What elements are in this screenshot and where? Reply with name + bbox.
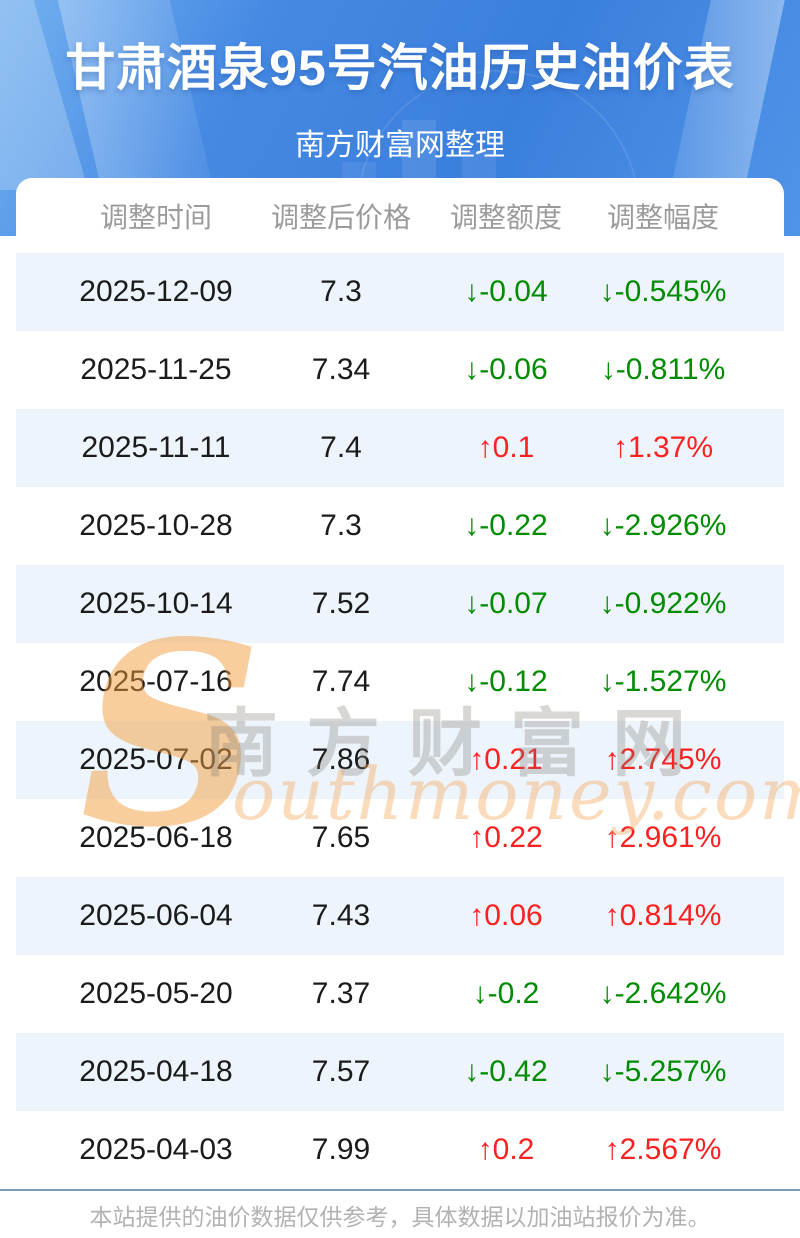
cell-percent: ↓-1.527%	[599, 665, 727, 698]
cell-price: 7.3	[320, 509, 362, 542]
cell-date: 2025-07-02	[79, 743, 233, 776]
cell-percent: ↑2.961%	[604, 821, 722, 854]
cell-change: ↑0.22	[469, 821, 543, 854]
cell-percent: ↑2.567%	[604, 1133, 722, 1166]
cell-price: 7.65	[311, 821, 371, 854]
table-row: 2025-06-18 7.65 ↑0.22 ↑2.961%	[16, 799, 784, 877]
cell-price: 7.57	[311, 1055, 371, 1088]
cell-price: 7.4	[320, 431, 362, 464]
table-row: 2025-07-02 7.86 ↑0.21 ↑2.745%	[16, 721, 784, 799]
cell-change: ↓-0.07	[464, 587, 548, 620]
table-row: 2025-07-16 7.74 ↓-0.12 ↓-1.527%	[16, 643, 784, 721]
cell-percent: ↑0.814%	[604, 899, 722, 932]
cell-price: 7.43	[311, 899, 371, 932]
cell-percent: ↓-2.926%	[599, 509, 727, 542]
cell-price: 7.3	[320, 275, 362, 308]
cell-date: 2025-06-04	[79, 899, 233, 932]
cell-date: 2025-11-25	[80, 353, 232, 386]
cell-change: ↓-0.06	[464, 353, 548, 386]
cell-change: ↑0.1	[477, 431, 535, 464]
table-header-row: 调整时间 调整后价格 调整额度 调整幅度	[16, 178, 784, 253]
table-row: 2025-11-11 7.4 ↑0.1 ↑1.37%	[16, 409, 784, 487]
cell-change: ↓-0.2	[472, 977, 540, 1010]
column-header-adjust-amount: 调整额度	[449, 201, 562, 233]
column-header-adjust-time: 调整时间	[99, 201, 212, 233]
cell-date: 2025-04-03	[79, 1133, 233, 1166]
cell-date: 2025-06-18	[79, 821, 233, 854]
cell-change: ↑0.2	[477, 1133, 535, 1166]
table-row: 2025-04-18 7.57 ↓-0.42 ↓-5.257%	[16, 1033, 784, 1111]
cell-price: 7.52	[311, 587, 371, 620]
cell-date: 2025-05-20	[79, 977, 233, 1010]
cell-change: ↓-0.04	[464, 275, 548, 308]
cell-change: ↑0.21	[469, 743, 543, 776]
cell-percent: ↓-5.257%	[599, 1055, 727, 1088]
table-row: 2025-11-25 7.34 ↓-0.06 ↓-0.811%	[16, 331, 784, 409]
cell-price: 7.34	[311, 353, 371, 386]
cell-percent: ↓-2.642%	[599, 977, 727, 1010]
footer-note: 本站提供的油价数据仅供参考，具体数据以加油站报价为准。	[0, 1189, 800, 1238]
cell-date: 2025-11-11	[81, 431, 231, 464]
page-title: 甘肃酒泉95号汽油历史油价表	[65, 40, 735, 96]
table-row: 2025-04-03 7.99 ↑0.2 ↑2.567%	[16, 1111, 784, 1189]
price-table-card: 调整时间 调整后价格 调整额度 调整幅度 2025-12-09 7.3 ↓-0.…	[16, 178, 784, 1189]
table-row: 2025-10-14 7.52 ↓-0.07 ↓-0.922%	[16, 565, 784, 643]
cell-date: 2025-04-18	[79, 1055, 233, 1088]
cell-percent: ↓-0.922%	[599, 587, 727, 620]
cell-price: 7.37	[311, 977, 371, 1010]
cell-price: 7.86	[311, 743, 371, 776]
table-row: 2025-12-09 7.3 ↓-0.04 ↓-0.545%	[16, 253, 784, 331]
cell-percent: ↓-0.811%	[600, 353, 726, 386]
cell-percent: ↑2.745%	[604, 743, 722, 776]
table-row: 2025-06-04 7.43 ↑0.06 ↑0.814%	[16, 877, 784, 955]
cell-change: ↓-0.42	[464, 1055, 548, 1088]
cell-percent: ↓-0.545%	[599, 275, 727, 308]
column-header-adjusted-price: 调整后价格	[270, 201, 411, 233]
cell-percent: ↑1.37%	[612, 431, 714, 464]
page-subtitle: 南方财富网整理	[295, 129, 505, 162]
cell-change: ↓-0.12	[464, 665, 548, 698]
cell-price: 7.74	[311, 665, 371, 698]
cell-date: 2025-12-09	[79, 275, 233, 308]
cell-change: ↓-0.22	[464, 509, 548, 542]
cell-date: 2025-10-28	[79, 509, 233, 542]
table-row: 2025-05-20 7.37 ↓-0.2 ↓-2.642%	[16, 955, 784, 1033]
cell-date: 2025-10-14	[79, 587, 233, 620]
cell-price: 7.99	[311, 1133, 371, 1166]
table-body: 2025-12-09 7.3 ↓-0.04 ↓-0.545% 2025-11-2…	[16, 253, 784, 1189]
cell-change: ↑0.06	[469, 899, 543, 932]
cell-date: 2025-07-16	[79, 665, 233, 698]
column-header-adjust-rate: 调整幅度	[606, 201, 719, 233]
table-row: 2025-10-28 7.3 ↓-0.22 ↓-2.926%	[16, 487, 784, 565]
